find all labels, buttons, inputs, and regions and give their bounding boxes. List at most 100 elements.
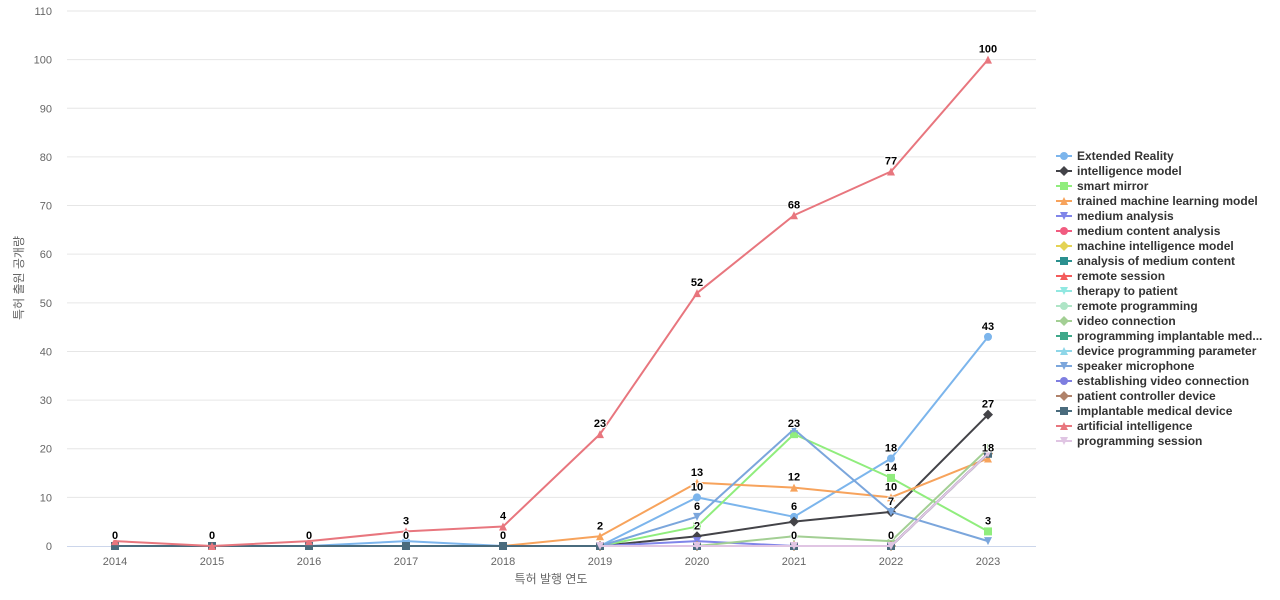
data-label: 14 [885,462,898,474]
y-tick-label: 100 [34,55,52,67]
series-group [111,55,993,551]
data-point [984,55,992,64]
data-point [887,507,895,516]
legend-label: Extended Reality [1077,148,1174,163]
y-tick-label: 10 [40,492,52,504]
series-programming-session [596,449,992,550]
legend-item[interactable]: Extended Reality [1056,148,1278,163]
data-label: 2 [694,520,700,532]
data-label: 68 [788,199,800,211]
data-label: 27 [982,399,994,411]
legend-item[interactable]: analysis of medium content [1056,253,1278,268]
data-label: 23 [594,418,606,430]
data-point [111,542,119,550]
legend-label: intelligence model [1077,163,1182,178]
data-point [693,289,701,298]
legend-item[interactable]: programming implantable med... [1056,328,1278,343]
y-tick-label: 0 [46,541,52,553]
data-point [693,522,701,531]
legend-item[interactable]: therapy to patient [1056,283,1278,298]
data-point [693,542,701,550]
legend-symbol [1056,406,1072,415]
series-line [114,58,989,547]
legend-marker [1060,211,1068,220]
data-label: 0 [791,530,797,542]
legend-marker [1060,331,1068,340]
legend-item[interactable]: artificial intelligence [1056,418,1278,433]
legend-label: speaker microphone [1077,358,1195,373]
legend-marker [1060,361,1068,370]
legend-symbol [1056,390,1072,401]
legend-symbol [1056,376,1072,385]
legend-item[interactable]: smart mirror [1056,178,1278,193]
legend-label: medium analysis [1077,208,1174,223]
data-point [984,332,992,341]
data-label: 0 [500,530,506,542]
data-point [789,516,799,527]
legend-item[interactable]: machine intelligence model [1056,238,1278,253]
series-line [114,452,989,547]
y-tick-label: 30 [40,395,52,407]
legend-marker [1060,346,1068,355]
data-point [402,542,410,550]
data-point [790,483,798,492]
legend-label: remote session [1077,268,1166,283]
y-tick-label: 110 [34,6,52,18]
legend-item[interactable]: medium analysis [1056,208,1278,223]
legend-label: device programming parameter [1077,343,1257,358]
data-point [790,430,798,439]
legend-label: programming session [1077,433,1203,448]
data-point [693,493,701,502]
data-label: 0 [403,530,409,542]
x-tick-label: 2021 [782,556,806,568]
x-tick-label: 2017 [394,556,418,568]
data-label: 0 [112,530,118,542]
legend-symbol [1056,151,1072,160]
legend-item[interactable]: video connection [1056,313,1278,328]
data-label: 43 [982,321,994,333]
legend-item[interactable]: implantable medical device [1056,403,1278,418]
legend-item[interactable]: patient controller device [1056,388,1278,403]
data-label: 2 [597,520,603,532]
legend-item[interactable]: trained machine learning model [1056,193,1278,208]
legend-marker [1060,421,1068,430]
legend-item[interactable]: medium content analysis [1056,223,1278,238]
legend-label: programming implantable med... [1077,328,1263,343]
data-label: 3 [403,515,409,527]
legend-label: establishing video connection [1077,373,1250,388]
data-label: 10 [691,481,703,493]
data-label: 0 [888,530,894,542]
legend-item[interactable]: device programming parameter [1056,343,1278,358]
chart-legend: Extended Reality intelligence model smart … [1056,148,1278,448]
y-tick-label: 80 [40,152,52,164]
series-trained-machine-learning-model [499,454,992,550]
y-tick-label: 70 [40,201,52,213]
legend-symbol [1056,436,1072,445]
legend-symbol [1056,165,1072,176]
legend-symbol [1056,256,1072,265]
legend-item[interactable]: establishing video connection [1056,373,1278,388]
legend-item[interactable]: intelligence model [1056,163,1278,178]
legend-symbol [1056,331,1072,340]
legend-symbol [1056,271,1072,280]
data-point [887,167,895,176]
x-tick-label: 2018 [491,556,515,568]
x-tick-label: 2020 [685,556,709,568]
legend-item[interactable]: remote programming [1056,298,1278,313]
legend-label: patient controller device [1077,388,1216,403]
y-tick-label: 40 [40,346,52,358]
legend-item[interactable]: remote session [1056,268,1278,283]
y-tick-label: 50 [40,298,52,310]
legend-label: medium content analysis [1077,223,1221,238]
legend-item[interactable]: speaker microphone [1056,358,1278,373]
legend-marker [1060,376,1068,385]
data-label: 4 [500,511,507,523]
legend-symbol [1056,421,1072,430]
legend-item[interactable]: programming session [1056,433,1278,448]
data-label: 0 [209,530,215,542]
legend-label: analysis of medium content [1077,253,1236,268]
legend-label: implantable medical device [1077,403,1233,418]
data-label: 23 [788,418,800,430]
y-axis-ticks: 0 10 20 30 40 50 60 70 80 90 100 110 [34,6,52,553]
